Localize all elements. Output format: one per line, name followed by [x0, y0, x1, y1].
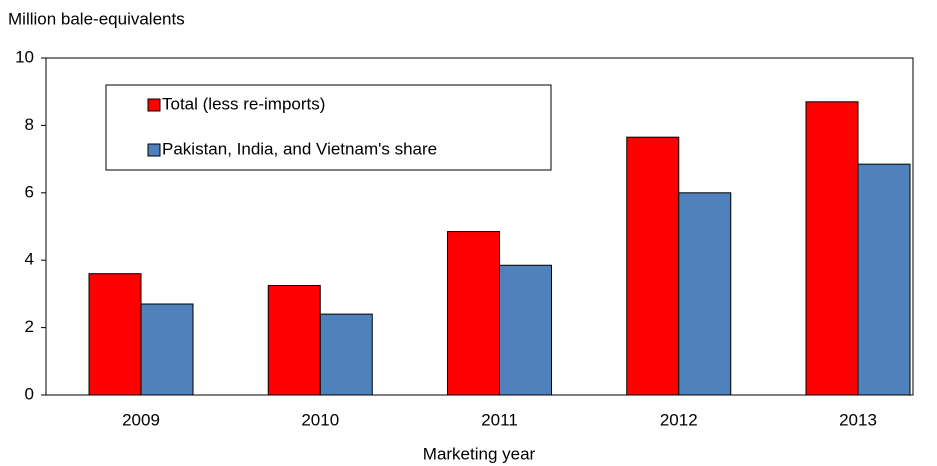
legend-swatch [147, 143, 161, 157]
bar [499, 264, 552, 396]
legend-label: Total (less re-imports) [162, 94, 325, 113]
legend-box [105, 84, 552, 171]
x-tick-label: 2010 [301, 410, 339, 429]
bar [88, 273, 142, 396]
bar [447, 231, 500, 396]
y-axis-title: Million bale-equivalents [8, 9, 185, 28]
y-tick-label: 0 [25, 384, 34, 403]
bar [678, 192, 732, 396]
y-tick-label: 4 [25, 250, 34, 269]
bar [857, 163, 911, 396]
bar [267, 284, 321, 396]
legend-swatch [147, 98, 161, 112]
x-tick-label: 2012 [660, 410, 698, 429]
bar [805, 101, 859, 396]
bar [140, 303, 194, 396]
legend-label: Pakistan, India, and Vietnam's share [162, 139, 437, 158]
x-tick-label: 2013 [839, 410, 877, 429]
x-axis-title: Marketing year [423, 444, 536, 463]
x-tick-label: 2009 [122, 410, 160, 429]
bar [626, 136, 680, 396]
x-tick-label: 2011 [481, 410, 518, 429]
bar [319, 313, 373, 396]
y-tick-label: 6 [25, 182, 34, 201]
y-tick-label: 8 [25, 115, 34, 134]
y-tick-label: 2 [25, 317, 34, 336]
y-tick-label: 10 [15, 47, 34, 66]
